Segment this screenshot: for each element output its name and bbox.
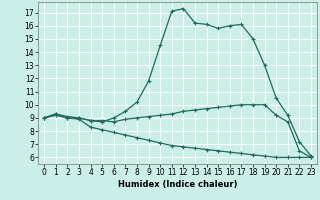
X-axis label: Humidex (Indice chaleur): Humidex (Indice chaleur) (118, 180, 237, 189)
